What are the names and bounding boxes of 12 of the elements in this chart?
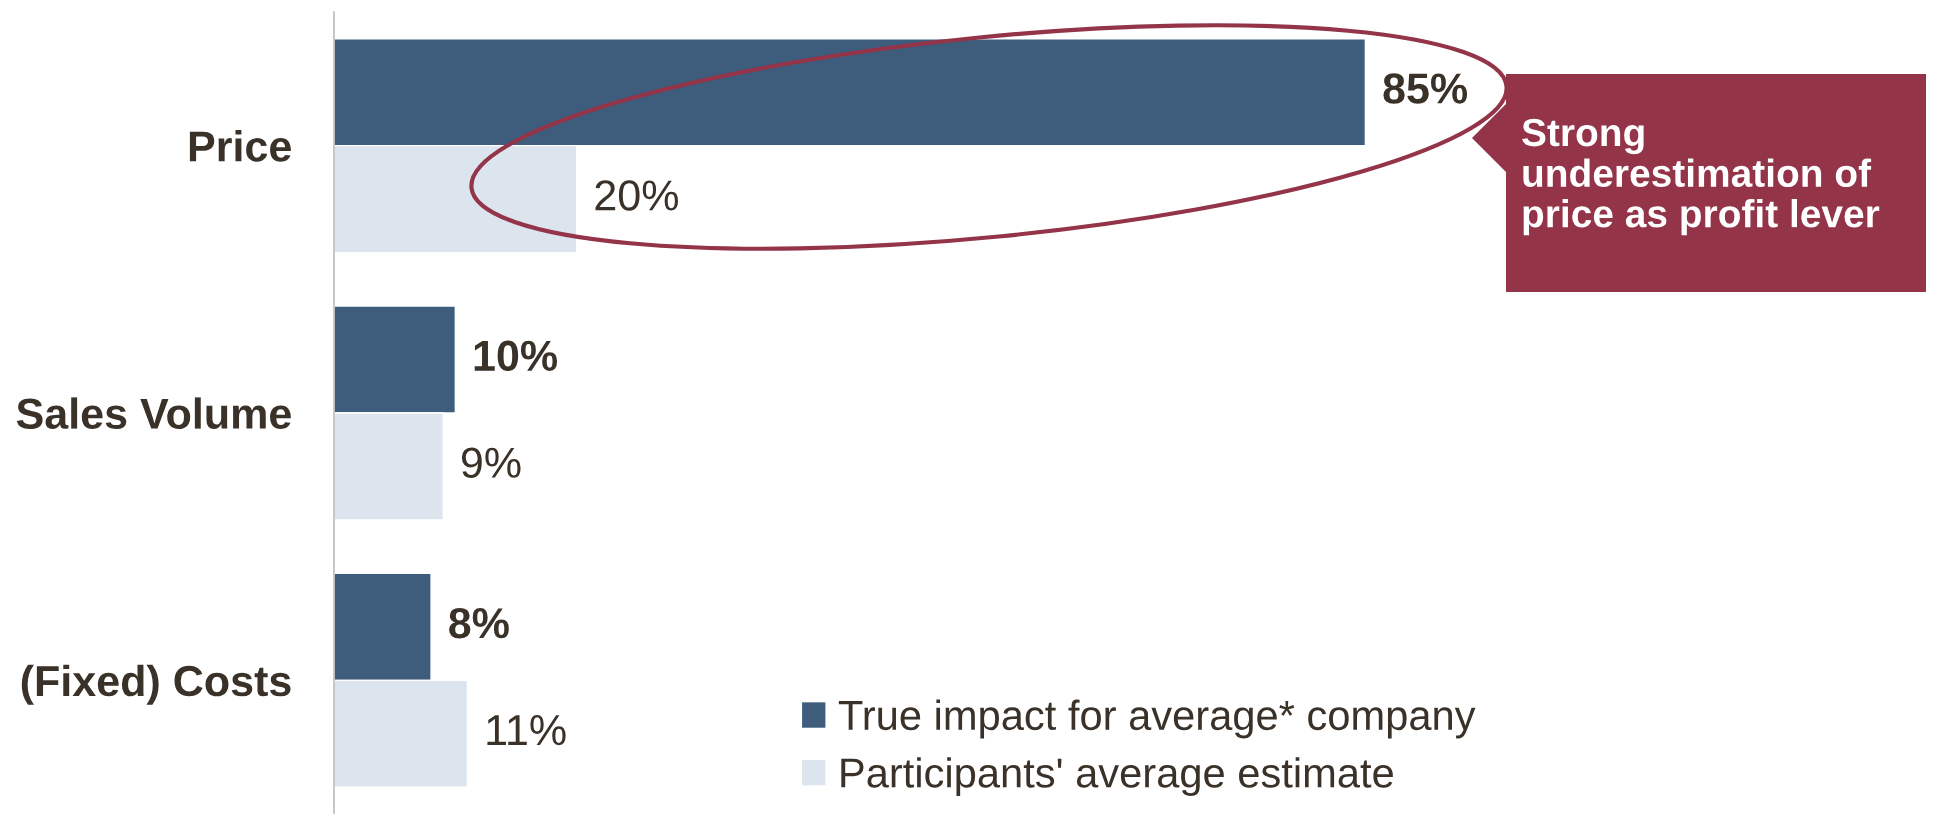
data-label: 85% [1383, 73, 1468, 104]
data-label: 9% [461, 447, 521, 479]
legend-label: True impact for average* company [838, 699, 1476, 739]
data-label: 20% [595, 180, 678, 211]
data-label: 11% [487, 715, 566, 746]
y-tick-label: Price [189, 130, 291, 162]
y-tick-label: Sales Volume [16, 397, 291, 430]
data-label: 10% [474, 340, 558, 372]
legend-label: Participants' average estimate [841, 757, 1393, 796]
text: Strong underestimation of price as profit lever [1522, 118, 1880, 236]
y-tick-label: (Fixed) Costs [21, 664, 291, 705]
data-label: 8% [449, 607, 509, 639]
